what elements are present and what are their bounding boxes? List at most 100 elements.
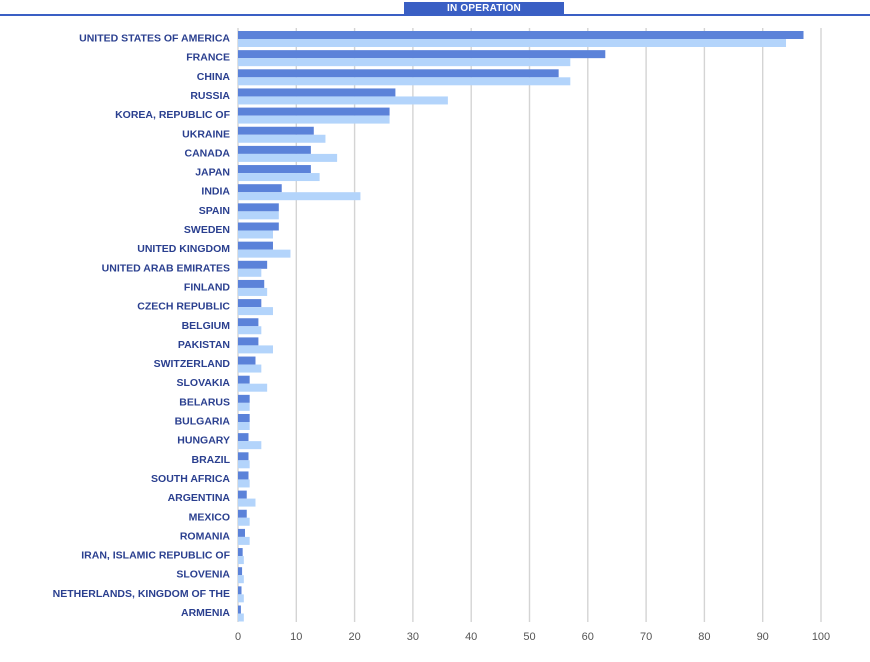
- bar-series-2: [238, 230, 273, 239]
- x-tick-label: 10: [290, 631, 302, 643]
- x-tick-labels: 0 10 20 30 40 50 60 70 80 90 100: [235, 631, 830, 643]
- bar-series-1: [238, 452, 249, 461]
- category-label: UNITED KINGDOM: [137, 243, 230, 255]
- bar-series-1: [238, 107, 390, 116]
- bar-series-1: [238, 433, 249, 442]
- bar-series-1: [238, 490, 247, 499]
- bar-series-2: [238, 192, 361, 201]
- category-label: ARGENTINA: [168, 492, 231, 504]
- bar-series-1: [238, 528, 245, 537]
- bar-series-1: [238, 509, 247, 518]
- bar-series-1: [238, 356, 256, 365]
- category-label: SWITZERLAND: [154, 358, 231, 370]
- bar-series-1: [238, 184, 282, 193]
- x-tick-label: 0: [235, 631, 241, 643]
- bar-series-1: [238, 88, 396, 97]
- bar-series-2: [238, 536, 250, 545]
- bar-series-2: [238, 364, 262, 373]
- x-tick-label: 70: [640, 631, 652, 643]
- category-label: MEXICO: [189, 511, 230, 523]
- bars: [238, 31, 804, 622]
- category-label: BULGARIA: [175, 416, 231, 428]
- category-label: SPAIN: [199, 205, 230, 217]
- bar-series-1: [238, 471, 249, 480]
- x-tick-label: 30: [407, 631, 419, 643]
- bar-series-1: [238, 548, 243, 557]
- bar-series-1: [238, 567, 243, 576]
- bar-series-2: [238, 115, 390, 124]
- bar-series-2: [238, 383, 268, 392]
- category-label: ROMANIA: [180, 530, 231, 542]
- x-tick-label: 80: [698, 631, 710, 643]
- bar-series-2: [238, 345, 273, 354]
- bar-series-2: [238, 307, 273, 316]
- bar-series-2: [238, 326, 262, 335]
- category-label: UNITED ARAB EMIRATES: [102, 262, 230, 274]
- bar-series-1: [238, 203, 279, 212]
- bar-series-1: [238, 337, 259, 346]
- bar-series-2: [238, 211, 279, 220]
- bar-series-1: [238, 299, 262, 308]
- bar-series-1: [238, 605, 241, 614]
- bar-series-2: [238, 77, 571, 86]
- category-label: CHINA: [197, 71, 231, 83]
- bar-series-1: [238, 50, 606, 59]
- bar-series-2: [238, 556, 244, 565]
- category-label: UNITED STATES OF AMERICA: [79, 33, 230, 45]
- bar-series-2: [238, 613, 244, 622]
- category-labels: UNITED STATES OF AMERICA FRANCE CHINA RUSSI…: [53, 33, 231, 620]
- category-label: KOREA, REPUBLIC OF: [115, 109, 231, 121]
- bar-series-2: [238, 479, 250, 488]
- tab-in-operation[interactable]: IN OPERATION: [404, 2, 564, 16]
- category-label: BELGIUM: [182, 320, 231, 332]
- bar-series-2: [238, 96, 448, 105]
- bar-series-1: [238, 394, 250, 403]
- bar-series-1: [238, 31, 804, 39]
- bar-series-1: [238, 586, 242, 595]
- x-tick-label: 20: [348, 631, 360, 643]
- bar-series-2: [238, 575, 244, 584]
- category-label: IRAN, ISLAMIC REPUBLIC OF: [81, 550, 230, 562]
- bar-series-1: [238, 241, 273, 250]
- bar-series-1: [238, 260, 268, 269]
- bar-series-2: [238, 594, 244, 603]
- grid-lines: [237, 28, 822, 622]
- category-label: SWEDEN: [184, 224, 230, 236]
- category-label: SLOVAKIA: [177, 377, 231, 389]
- x-tick-label: 40: [465, 631, 477, 643]
- category-label: FINLAND: [184, 281, 230, 293]
- category-label: HUNGARY: [177, 435, 230, 447]
- bar-series-2: [238, 498, 256, 507]
- category-label: BELARUS: [179, 396, 230, 408]
- bar-series-1: [238, 126, 314, 135]
- category-label: SOUTH AFRICA: [151, 473, 230, 485]
- bar-series-2: [238, 39, 787, 47]
- x-tick-label: 90: [757, 631, 769, 643]
- x-tick-label: 100: [812, 631, 830, 643]
- bar-series-2: [238, 58, 571, 67]
- bar-series-1: [238, 375, 250, 384]
- bar-series-2: [238, 153, 338, 162]
- bar-series-2: [238, 268, 262, 277]
- category-label: INDIA: [201, 186, 230, 198]
- category-label: UKRAINE: [182, 128, 230, 140]
- bar-series-2: [238, 460, 250, 469]
- bar-series-1: [238, 222, 279, 231]
- bar-series-1: [238, 414, 250, 422]
- category-label: JAPAN: [195, 167, 230, 179]
- bar-series-1: [238, 165, 311, 174]
- bar-series-1: [238, 279, 265, 288]
- category-label: PAKISTAN: [178, 339, 230, 351]
- category-label: RUSSIA: [190, 90, 230, 102]
- bar-series-1: [238, 69, 559, 78]
- category-label: CZECH REPUBLIC: [137, 301, 230, 313]
- category-label: FRANCE: [186, 52, 230, 64]
- bar-series-2: [238, 517, 250, 526]
- bar-series-1: [238, 145, 311, 154]
- bar-series-2: [238, 249, 291, 258]
- category-label: NETHERLANDS, KINGDOM OF THE: [53, 588, 230, 600]
- x-tick-label: 50: [523, 631, 535, 643]
- bar-series-2: [238, 134, 326, 143]
- bar-series-2: [238, 287, 268, 296]
